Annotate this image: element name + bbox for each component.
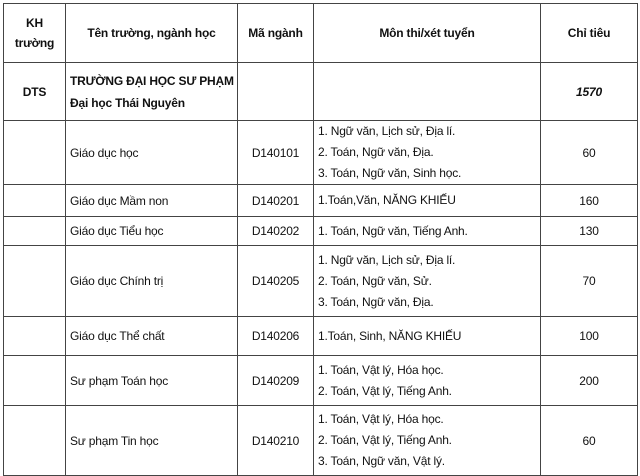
major-quota: 100 <box>540 316 638 356</box>
school-subjects <box>313 62 541 121</box>
subject-combination: 3. Toán, Ngữ văn, Sinh học. <box>318 166 462 180</box>
header-major-code: Mã ngành <box>237 3 314 63</box>
admission-table: KH trường Tên trường, ngành học Mã ngành… <box>3 3 638 476</box>
major-code: D140209 <box>237 355 314 406</box>
subject-combination: 2. Toán, Ngữ văn, Sử. <box>318 273 432 288</box>
subject-combination: 2. Toán, Ngữ văn, Địa. <box>318 145 434 159</box>
table-row: Giáo dục học D140101 1. Ngữ văn, Lịch sử, … <box>3 120 638 185</box>
subject-combination: 1.Toán,Văn, NĂNG KHIẾU <box>318 193 456 207</box>
school-code: DTS <box>3 62 66 121</box>
major-name: Sư phạm Tin học <box>65 405 238 476</box>
major-code: D140101 <box>237 120 314 185</box>
subject-combination: 3. Toán, Ngữ văn, Vật lý. <box>318 454 445 468</box>
table-row: Sư phạm Tin học D140210 1. Toán, Vật lý, H… <box>3 405 638 476</box>
subject-combination: 1. Ngữ văn, Lịch sử, Địa lí. <box>318 124 456 138</box>
table-row: Giáo dục Mầm non D140201 1.Toán,Văn, NĂNG … <box>3 184 638 217</box>
header-name: Tên trường, ngành học <box>65 3 238 63</box>
row-school-code <box>3 184 66 217</box>
row-school-code <box>3 216 66 246</box>
subject-combination: 1. Toán, Vật lý, Hóa học. <box>318 412 444 426</box>
school-major-code <box>237 62 314 121</box>
major-quota: 70 <box>540 245 638 317</box>
school-row: DTS TRƯỜNG ĐẠI HỌC SƯ PHẠM Đại học Thái … <box>3 62 638 121</box>
school-quota: 1570 <box>540 62 638 121</box>
major-name: Sư phạm Toán học <box>65 355 238 406</box>
major-name: Giáo dục Tiểu học <box>65 216 238 246</box>
major-subjects: 1. Toán, Vật lý, Hóa học. 2. Toán, Vật lý… <box>313 355 541 406</box>
row-school-code <box>3 316 66 356</box>
major-quota: 200 <box>540 355 638 406</box>
row-school-code <box>3 245 66 317</box>
header-row: KH trường Tên trường, ngành học Mã ngành… <box>3 3 638 63</box>
major-subjects: 1. Ngữ văn, Lịch sử, Địa lí. 2. Toán, Ngữ… <box>313 120 541 185</box>
header-subjects: Môn thi/xét tuyển <box>313 3 541 63</box>
major-quota: 60 <box>540 120 638 185</box>
major-subjects: 1. Toán, Ngữ văn, Tiếng Anh. <box>313 216 541 246</box>
major-subjects: 1.Toán,Văn, NĂNG KHIẾU <box>313 184 541 217</box>
school-name: TRƯỜNG ĐẠI HỌC SƯ PHẠM Đại học Thái Nguy… <box>65 62 238 121</box>
major-quota: 130 <box>540 216 638 246</box>
major-name: Giáo dục Chính trị <box>65 245 238 317</box>
subject-combination: 2. Toán, Vật lý, Tiếng Anh. <box>318 433 452 447</box>
school-name-line: Đại học Thái Nguyên <box>70 95 185 110</box>
row-school-code <box>3 355 66 406</box>
subject-combination: 2. Toán, Vật lý, Tiếng Anh. <box>318 383 452 398</box>
major-name: Giáo dục Thể chất <box>65 316 238 356</box>
major-subjects: 1. Toán, Vật lý, Hóa học. 2. Toán, Vật lý… <box>313 405 541 476</box>
header-quota: Chỉ tiêu <box>540 3 638 63</box>
table-row: Sư phạm Toán học D140209 1. Toán, Vật lý, … <box>3 355 638 406</box>
major-subjects: 1.Toán, Sinh, NĂNG KHIẾU <box>313 316 541 356</box>
subject-combination: 1.Toán, Sinh, NĂNG KHIẾU <box>318 328 462 343</box>
major-code: D140206 <box>237 316 314 356</box>
school-name-line: TRƯỜNG ĐẠI HỌC SƯ PHẠM <box>70 73 234 88</box>
row-school-code <box>3 405 66 476</box>
major-code: D140202 <box>237 216 314 246</box>
major-code: D140201 <box>237 184 314 217</box>
table-row: Giáo dục Thể chất D140206 1.Toán, Sinh, NĂ… <box>3 316 638 356</box>
major-name: Giáo dục học <box>65 120 238 185</box>
subject-combination: 1. Ngữ văn, Lịch sử, Địa lí. <box>318 252 456 267</box>
subject-combination: 3. Toán, Ngữ văn, Địa. <box>318 294 434 309</box>
major-code: D140210 <box>237 405 314 476</box>
major-quota: 60 <box>540 405 638 476</box>
header-school-code: KH trường <box>3 3 66 63</box>
table-row: Giáo dục Tiểu học D140202 1. Toán, Ngữ văn… <box>3 216 638 246</box>
major-name: Giáo dục Mầm non <box>65 184 238 217</box>
row-school-code <box>3 120 66 185</box>
subject-combination: 1. Toán, Ngữ văn, Tiếng Anh. <box>318 223 468 238</box>
major-quota: 160 <box>540 184 638 217</box>
major-code: D140205 <box>237 245 314 317</box>
subject-combination: 1. Toán, Vật lý, Hóa học. <box>318 362 444 377</box>
table-row: Giáo dục Chính trị D140205 1. Ngữ văn, Lịc… <box>3 245 638 317</box>
major-subjects: 1. Ngữ văn, Lịch sử, Địa lí. 2. Toán, Ngữ… <box>313 245 541 317</box>
